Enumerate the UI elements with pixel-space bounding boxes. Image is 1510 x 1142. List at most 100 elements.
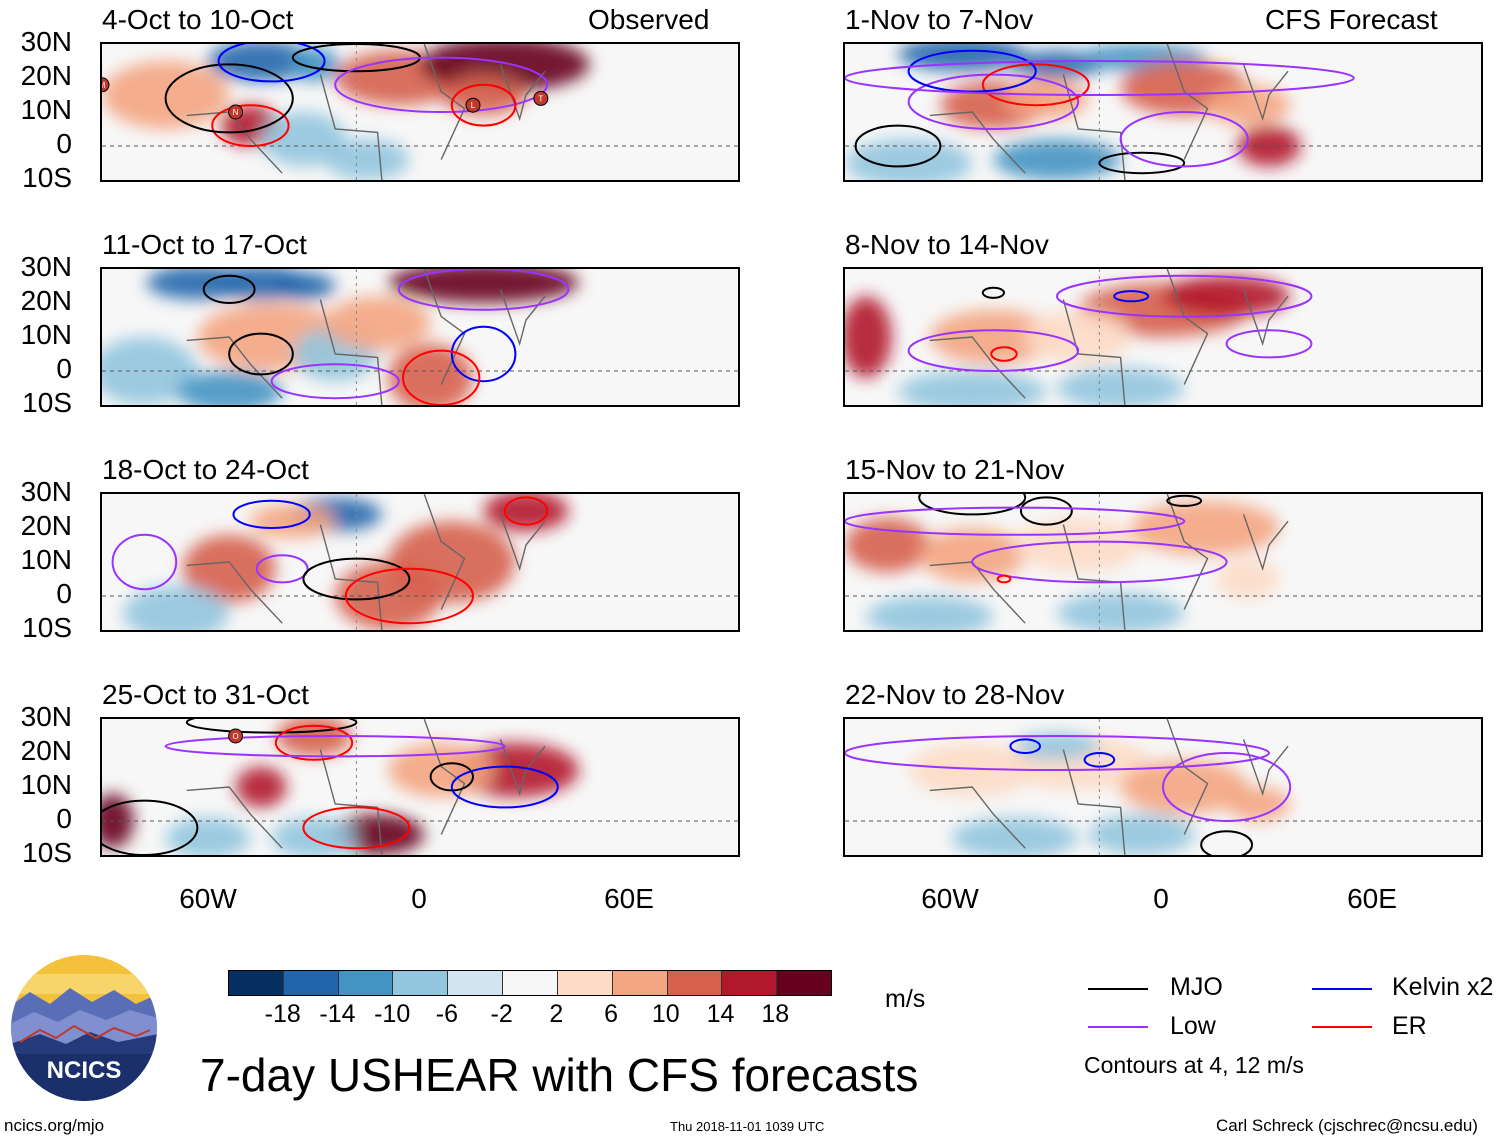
mjo-contour	[981, 286, 1005, 299]
shear-anomaly-blob	[919, 528, 1026, 583]
panel-fcst-3-field	[845, 500, 1280, 630]
cfs-forecast-label: CFS Forecast	[1265, 4, 1438, 35]
south-america-coastline	[186, 786, 283, 849]
footer-url: ncics.org/mjo	[4, 1116, 105, 1135]
panel-title-fcst-1: 1-Nov to 7-Nov	[845, 4, 1034, 35]
panel-fcst-2	[843, 267, 1483, 407]
panel-title-obs-4: 25-Oct to 31-Oct	[102, 679, 309, 710]
colorbar-segment	[667, 971, 723, 995]
legend-er-line	[1312, 1026, 1372, 1028]
low-contour	[1056, 274, 1313, 318]
y-tick-row3-10n: 10N	[20, 544, 72, 575]
low-contour	[845, 735, 1270, 771]
kelvin-contour	[450, 325, 517, 383]
y-tick-row1-30n: 30N	[20, 26, 72, 57]
mjo-contour	[918, 494, 1027, 516]
panel-obs-1-field	[102, 44, 590, 180]
er-contour	[302, 806, 411, 850]
low-contour	[907, 329, 1080, 372]
mjo-contour	[228, 332, 294, 376]
er-contour	[450, 83, 517, 127]
panel-title-obs-1: 4-Oct to 10-Oct	[102, 4, 294, 35]
y-tick-row3-20n: 20N	[20, 510, 72, 541]
shear-anomaly-blob	[388, 269, 579, 303]
panel-title-fcst-4: 22-Nov to 28-Nov	[845, 679, 1065, 710]
colorbar-tick: 10	[651, 1000, 680, 1028]
colorbar-tick: 6	[604, 1000, 619, 1028]
panel-obs-1-plot: M N L T	[102, 44, 738, 180]
shear-anomaly-blob	[165, 817, 251, 855]
panel-fcst-2-plot	[845, 269, 1481, 405]
er-contour	[211, 104, 290, 147]
colorbar-tick: -14	[319, 1000, 356, 1028]
x-tick-obs-0: 0	[411, 883, 427, 914]
shear-anomaly-blob	[388, 343, 473, 405]
shear-anomaly-blob	[845, 139, 973, 180]
panel-obs-3-field	[123, 494, 569, 630]
low-contour	[907, 73, 1080, 130]
low-contour	[334, 56, 549, 113]
ncics-logo: NCICS	[11, 955, 157, 1101]
panel-obs-3	[100, 492, 740, 632]
shear-anomaly-blob	[1163, 275, 1291, 317]
y-tick-row2-30n: 30N	[20, 251, 72, 282]
main-title: 7-day USHEAR with CFS forecasts	[200, 1049, 919, 1101]
y-tick-row4-20n: 20N	[20, 735, 72, 766]
storm-marker	[465, 97, 481, 113]
panel-title-obs-2: 11-Oct to 17-Oct	[102, 229, 307, 260]
kelvin-contour	[1113, 290, 1150, 303]
panel-obs-4-plot: O	[102, 719, 738, 855]
storm-marker	[102, 77, 110, 93]
x-tick-fcst-0: 0	[1153, 883, 1169, 914]
y-tick-row3-0: 0	[56, 578, 72, 609]
y-tick-row3-10s: 10S	[22, 612, 72, 643]
shear-anomaly-blob	[1088, 814, 1195, 855]
kelvin-contour	[907, 49, 1037, 93]
mjo-contour	[1200, 830, 1254, 855]
low-contour	[111, 533, 178, 591]
east-africa-coastline	[1166, 269, 1209, 385]
colorbar-segment	[283, 971, 339, 995]
india-coastline	[499, 514, 546, 572]
y-tick-row2-10n: 10N	[20, 319, 72, 350]
y-tick-row2-10s: 10S	[22, 387, 72, 418]
x-tick-obs-60w: 60W	[179, 883, 237, 914]
india-coastline	[1242, 289, 1289, 347]
x-tick-fcst-60e: 60E	[1347, 883, 1397, 914]
low-contour	[1225, 329, 1313, 359]
india-coastline	[1242, 739, 1289, 797]
panel-title-obs-3: 18-Oct to 24-Oct	[102, 454, 309, 485]
mjo-contour	[1019, 496, 1073, 526]
colorbar-tick: -10	[374, 1000, 411, 1028]
panel-fcst-1	[843, 42, 1483, 182]
shear-anomaly-blob	[898, 371, 1047, 405]
mjo-contour	[854, 124, 942, 168]
colorbar-tick: -2	[490, 1000, 513, 1028]
panel-obs-2	[100, 267, 740, 407]
y-tick-row1-20n: 20N	[20, 60, 72, 91]
legend-low-label: Low	[1170, 1012, 1216, 1040]
storm-marker-label: M	[102, 81, 106, 90]
colorbar-segment	[503, 971, 558, 995]
kelvin-contour	[217, 44, 326, 83]
legend-mjo-label: MJO	[1170, 973, 1223, 1001]
shear-anomaly-blob	[1014, 732, 1100, 760]
colorbar-segment	[612, 971, 668, 995]
panel-obs-4: O	[100, 717, 740, 857]
africa-coastline	[1062, 299, 1126, 405]
shear-anomaly-blob	[271, 272, 336, 300]
er-contour	[344, 567, 474, 625]
colorbar-segment	[229, 971, 284, 995]
shear-anomaly-blob	[324, 139, 410, 180]
panel-obs-4-field	[102, 719, 579, 855]
shear-anomaly-blob	[845, 296, 892, 378]
shear-anomaly-blob	[1226, 787, 1291, 821]
mjo-contour	[302, 557, 411, 601]
colorbar-tick: 14	[706, 1000, 735, 1028]
shear-anomaly-blob	[182, 534, 276, 603]
legend-low-line	[1088, 1026, 1148, 1028]
colorbar-tick: -6	[435, 1000, 459, 1028]
colorbar-segment	[448, 971, 504, 995]
er-contour	[981, 63, 1090, 107]
low-contour	[270, 363, 400, 400]
